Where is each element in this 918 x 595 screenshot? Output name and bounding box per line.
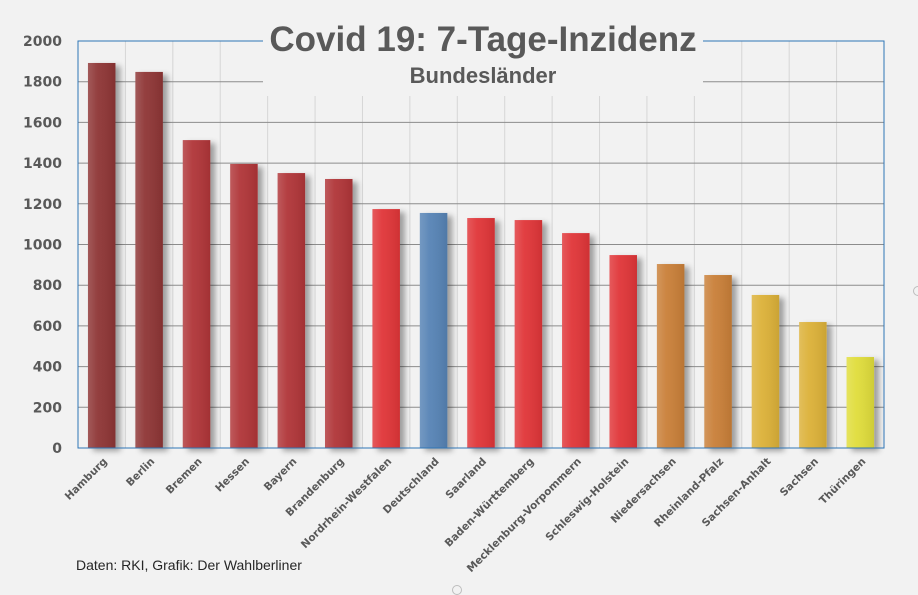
bar-sheen bbox=[419, 212, 448, 448]
chart-title[interactable]: Covid 19: 7-Tage-Inzidenz bbox=[269, 20, 697, 59]
bar-sheen bbox=[230, 163, 258, 448]
bar-sheen bbox=[277, 173, 306, 448]
x-tick-label: Bremen bbox=[164, 456, 205, 497]
x-tick-label: Thüringen bbox=[817, 456, 868, 507]
bar-group bbox=[562, 233, 590, 448]
y-tick-label: 1400 bbox=[23, 156, 62, 172]
bar-group bbox=[135, 71, 163, 448]
bar-group bbox=[799, 322, 827, 448]
bars bbox=[87, 62, 875, 449]
x-tick-label: Berlin bbox=[124, 456, 157, 489]
bar-sheen bbox=[562, 233, 590, 448]
bar-sheen bbox=[656, 264, 685, 448]
y-tick-label: 600 bbox=[33, 319, 62, 335]
bar-group bbox=[277, 173, 306, 448]
bar-group bbox=[325, 178, 353, 448]
bar-group bbox=[704, 275, 732, 448]
bar-sheen bbox=[87, 62, 116, 449]
y-tick-label: 200 bbox=[33, 400, 62, 416]
bar-sheen bbox=[846, 357, 875, 448]
bar-sheen bbox=[704, 275, 732, 448]
bar-sheen bbox=[609, 255, 637, 448]
bar-sheen bbox=[325, 178, 353, 448]
bar-group bbox=[372, 209, 400, 448]
y-tick-label: 1600 bbox=[23, 115, 62, 131]
y-tick-label: 0 bbox=[52, 441, 62, 457]
bar-group bbox=[467, 218, 495, 448]
bar-group bbox=[87, 62, 116, 449]
x-tick-label: Hessen bbox=[213, 456, 252, 495]
bar-group bbox=[230, 163, 258, 448]
bar-group bbox=[751, 294, 780, 448]
x-tick-label: Nordrhein-Westfalen bbox=[299, 456, 394, 551]
bar-group bbox=[609, 255, 637, 448]
x-tick-label: Baden-Württemberg bbox=[443, 456, 537, 550]
bar-group bbox=[182, 140, 211, 449]
y-tick-label: 1800 bbox=[23, 75, 62, 91]
bar-group bbox=[656, 264, 685, 448]
chart-subtitle[interactable]: Bundesländer bbox=[409, 63, 557, 88]
bar-group bbox=[419, 212, 448, 448]
x-tick-label: Sachsen bbox=[778, 456, 821, 499]
bar-sheen bbox=[372, 209, 400, 448]
y-tick-label: 400 bbox=[33, 360, 62, 376]
source-note[interactable]: Daten: RKI, Grafik: Der Wahlberliner bbox=[76, 557, 302, 573]
resize-handle-bottom[interactable] bbox=[452, 585, 462, 595]
title-background bbox=[263, 20, 703, 96]
x-tick-label: Hamburg bbox=[63, 456, 110, 503]
x-tick-label: Schleswig-Holstein bbox=[543, 456, 631, 544]
bar-sheen bbox=[799, 322, 827, 448]
y-tick-label: 800 bbox=[33, 278, 62, 294]
bar-group bbox=[846, 357, 875, 448]
bar-group bbox=[514, 220, 543, 448]
y-axis-ticks: 0 200 400 600 800 1000 1200 1400 1600 1800 2000 bbox=[23, 34, 62, 457]
bar-sheen bbox=[135, 71, 163, 448]
y-tick-label: 2000 bbox=[23, 34, 62, 50]
bar-sheen bbox=[467, 218, 495, 448]
y-tick-label: 1200 bbox=[23, 197, 62, 213]
y-tick-label: 1000 bbox=[23, 238, 62, 254]
x-tick-label: Saarland bbox=[443, 456, 489, 502]
bar-sheen bbox=[182, 140, 211, 449]
bar-sheen bbox=[514, 220, 543, 448]
bar-sheen bbox=[751, 294, 780, 448]
resize-handle-right[interactable] bbox=[913, 286, 918, 296]
x-tick-label: Bayern bbox=[262, 456, 300, 494]
